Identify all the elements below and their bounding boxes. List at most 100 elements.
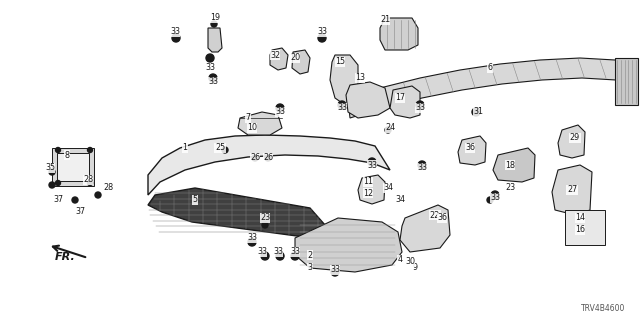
Text: 5: 5 <box>193 196 198 204</box>
Circle shape <box>472 108 480 116</box>
Polygon shape <box>270 48 288 70</box>
Circle shape <box>211 21 217 27</box>
Text: 26: 26 <box>250 154 260 163</box>
Text: 36: 36 <box>465 143 475 153</box>
Circle shape <box>222 147 228 153</box>
Text: 34: 34 <box>395 196 405 204</box>
Polygon shape <box>208 28 222 52</box>
FancyBboxPatch shape <box>565 210 605 245</box>
FancyBboxPatch shape <box>52 148 94 186</box>
Text: 33: 33 <box>290 247 300 257</box>
Text: 10: 10 <box>247 124 257 132</box>
Circle shape <box>252 155 258 161</box>
Polygon shape <box>348 58 636 118</box>
Circle shape <box>265 155 271 161</box>
Polygon shape <box>615 58 638 105</box>
Text: 33: 33 <box>337 103 347 113</box>
Text: 3: 3 <box>307 263 312 273</box>
Text: 32: 32 <box>270 51 280 60</box>
Circle shape <box>248 238 256 246</box>
Text: 1: 1 <box>182 143 188 153</box>
Circle shape <box>261 252 269 260</box>
Polygon shape <box>400 205 450 252</box>
Polygon shape <box>330 55 358 105</box>
Circle shape <box>88 148 93 153</box>
Text: 7: 7 <box>245 114 251 123</box>
Circle shape <box>88 180 93 186</box>
Text: 18: 18 <box>505 161 515 170</box>
Circle shape <box>491 191 499 199</box>
Text: 33: 33 <box>208 77 218 86</box>
Text: 31: 31 <box>473 108 483 116</box>
Circle shape <box>331 268 339 276</box>
Text: 4: 4 <box>397 255 403 265</box>
Polygon shape <box>346 82 390 118</box>
Circle shape <box>416 101 424 109</box>
Text: 14: 14 <box>575 213 585 222</box>
Polygon shape <box>148 188 325 238</box>
Text: 8: 8 <box>65 150 70 159</box>
Circle shape <box>56 148 61 153</box>
Text: 15: 15 <box>335 58 345 67</box>
Circle shape <box>72 197 78 203</box>
Text: 34: 34 <box>383 183 393 193</box>
Text: 35: 35 <box>45 164 55 172</box>
Text: 16: 16 <box>575 226 585 235</box>
Text: 33: 33 <box>275 108 285 116</box>
Text: 36: 36 <box>437 213 447 222</box>
Polygon shape <box>238 112 282 135</box>
Text: 28: 28 <box>103 183 113 193</box>
Text: 37: 37 <box>53 196 63 204</box>
Text: 33: 33 <box>273 247 283 257</box>
Circle shape <box>291 252 299 260</box>
Text: 23: 23 <box>260 213 270 222</box>
Polygon shape <box>358 175 385 204</box>
Text: 33: 33 <box>415 103 425 113</box>
Text: 33: 33 <box>330 266 340 275</box>
Text: 12: 12 <box>363 188 373 197</box>
Text: 26: 26 <box>263 154 273 163</box>
Text: 33: 33 <box>367 161 377 170</box>
Text: FR.: FR. <box>55 252 76 262</box>
Text: 9: 9 <box>412 263 417 273</box>
Polygon shape <box>390 86 420 118</box>
Text: TRV4B4600: TRV4B4600 <box>580 304 625 313</box>
Text: 30: 30 <box>405 258 415 267</box>
Circle shape <box>209 74 217 82</box>
Text: 23: 23 <box>505 183 515 193</box>
Text: 11: 11 <box>363 178 373 187</box>
Text: 28: 28 <box>83 175 93 185</box>
Circle shape <box>49 182 55 188</box>
Circle shape <box>276 104 284 112</box>
Polygon shape <box>148 135 390 195</box>
Text: 33: 33 <box>317 28 327 36</box>
Polygon shape <box>458 136 486 165</box>
Circle shape <box>318 34 326 42</box>
Text: 21: 21 <box>380 15 390 25</box>
Circle shape <box>276 252 284 260</box>
Text: 22: 22 <box>430 211 440 220</box>
Text: 17: 17 <box>395 93 405 102</box>
Text: 33: 33 <box>247 234 257 243</box>
Circle shape <box>262 222 268 228</box>
FancyBboxPatch shape <box>57 153 89 181</box>
Text: 33: 33 <box>170 28 180 36</box>
Circle shape <box>385 127 391 133</box>
Circle shape <box>172 34 180 42</box>
Text: 33: 33 <box>490 194 500 203</box>
Circle shape <box>368 158 376 166</box>
Text: 2: 2 <box>307 251 312 260</box>
Text: 27: 27 <box>567 186 577 195</box>
Text: 20: 20 <box>290 53 300 62</box>
Text: 33: 33 <box>417 164 427 172</box>
Polygon shape <box>552 165 592 215</box>
Circle shape <box>206 54 214 62</box>
Circle shape <box>56 180 61 186</box>
Circle shape <box>418 161 426 169</box>
Text: 25: 25 <box>215 143 225 153</box>
Circle shape <box>95 192 101 198</box>
Polygon shape <box>558 125 585 158</box>
Text: 33: 33 <box>257 247 267 257</box>
Polygon shape <box>295 218 402 272</box>
Text: 24: 24 <box>385 124 395 132</box>
